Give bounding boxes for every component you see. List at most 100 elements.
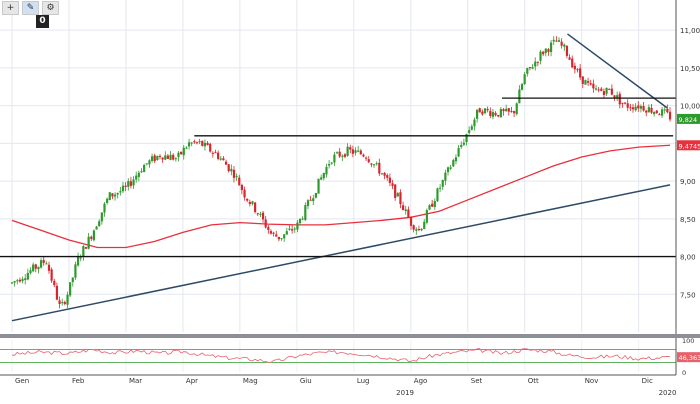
candle-body bbox=[463, 143, 465, 145]
x-tick-label: Mag bbox=[243, 377, 258, 385]
crosshair-icon[interactable]: + bbox=[2, 1, 19, 15]
candle-body bbox=[516, 103, 518, 114]
candle-body bbox=[587, 81, 589, 83]
candle-body bbox=[410, 217, 412, 226]
drawn-lines bbox=[0, 34, 676, 321]
candle-body bbox=[209, 144, 211, 152]
candle-body bbox=[481, 112, 483, 115]
candle-body bbox=[447, 167, 449, 172]
candle-body bbox=[365, 158, 367, 159]
candle-body bbox=[360, 151, 362, 155]
candle-body bbox=[140, 171, 142, 172]
candle-body bbox=[106, 199, 108, 203]
candle-body bbox=[460, 145, 462, 147]
candle-body bbox=[159, 156, 161, 157]
candle-body bbox=[619, 94, 621, 105]
candle-body bbox=[590, 83, 592, 84]
candle-body bbox=[566, 46, 568, 56]
candle-body bbox=[180, 152, 182, 154]
candle-body bbox=[117, 193, 119, 194]
candle-body bbox=[11, 282, 13, 283]
candle-body bbox=[64, 302, 66, 304]
candle-body bbox=[431, 204, 433, 207]
candle-body bbox=[428, 205, 430, 209]
candle-body bbox=[582, 76, 584, 83]
candle-body bbox=[605, 88, 607, 94]
candle-body bbox=[37, 267, 39, 269]
candle-body bbox=[24, 278, 26, 280]
candle-body bbox=[27, 273, 29, 279]
candle-body bbox=[405, 209, 407, 211]
candle-body bbox=[653, 112, 655, 114]
x-tick-label: Set bbox=[471, 377, 483, 385]
candle-body bbox=[531, 67, 533, 68]
x-tick-label: Nov bbox=[585, 377, 599, 385]
candle-body bbox=[568, 57, 570, 59]
candle-body bbox=[423, 222, 425, 229]
candle-body bbox=[98, 221, 100, 226]
candle-body bbox=[579, 68, 581, 77]
candle-body bbox=[407, 210, 409, 218]
indicator-grid bbox=[12, 340, 639, 372]
y-tick-label: 9,00 bbox=[680, 178, 696, 186]
candle-body bbox=[262, 213, 264, 220]
candle-body bbox=[88, 237, 90, 249]
candle-body bbox=[270, 231, 272, 233]
candle-body bbox=[220, 159, 222, 160]
candle-body bbox=[534, 62, 536, 67]
candle-body bbox=[125, 186, 127, 187]
candle-body bbox=[135, 176, 137, 180]
candle-body bbox=[151, 156, 153, 161]
candle-body bbox=[373, 164, 375, 165]
candle-body bbox=[339, 152, 341, 157]
candle-body bbox=[629, 107, 631, 108]
candle-body bbox=[288, 229, 290, 230]
candle-body bbox=[521, 84, 523, 90]
candle-body bbox=[185, 148, 187, 149]
candle-body bbox=[214, 152, 216, 153]
candle-body bbox=[370, 163, 372, 164]
candle-body bbox=[555, 41, 557, 42]
candle-body bbox=[378, 163, 380, 174]
candle-body bbox=[16, 280, 18, 281]
candle-body bbox=[228, 164, 230, 171]
candle-body bbox=[21, 279, 23, 281]
candle-body bbox=[497, 115, 499, 116]
candle-body bbox=[19, 280, 21, 282]
candle-body bbox=[323, 173, 325, 178]
candle-body bbox=[257, 213, 259, 214]
last-price-tag: 9,824 bbox=[679, 116, 698, 124]
candle-body bbox=[413, 225, 415, 229]
candle-body bbox=[635, 107, 637, 111]
candle-body bbox=[302, 218, 304, 219]
candle-body bbox=[32, 265, 34, 272]
candle-body bbox=[320, 177, 322, 179]
candle-body bbox=[669, 112, 671, 120]
year-label: 2019 bbox=[396, 389, 414, 397]
candle-body bbox=[642, 106, 644, 111]
x-tick-label: Gen bbox=[15, 377, 29, 385]
candle-body bbox=[500, 109, 502, 117]
candle-body bbox=[51, 269, 53, 280]
candle-body bbox=[434, 201, 436, 207]
candle-body bbox=[426, 210, 428, 223]
candle-body bbox=[80, 258, 82, 259]
candle-body bbox=[637, 105, 639, 108]
candle-body bbox=[508, 108, 510, 111]
candle-body bbox=[645, 111, 647, 113]
candle-body bbox=[479, 108, 481, 112]
candle-body bbox=[455, 157, 457, 161]
candle-body bbox=[611, 89, 613, 95]
candle-body bbox=[471, 126, 473, 130]
candle-body bbox=[35, 264, 37, 268]
candle-body bbox=[196, 142, 198, 143]
candle-body bbox=[291, 229, 293, 230]
candle-body bbox=[444, 173, 446, 181]
trend-line bbox=[12, 185, 670, 321]
draw-pencil-icon[interactable]: ✎ bbox=[22, 1, 39, 15]
candle-body bbox=[273, 233, 275, 234]
settings-icon[interactable]: ⚙ bbox=[42, 1, 59, 15]
candle-body bbox=[162, 158, 164, 160]
candle-body bbox=[394, 185, 396, 198]
